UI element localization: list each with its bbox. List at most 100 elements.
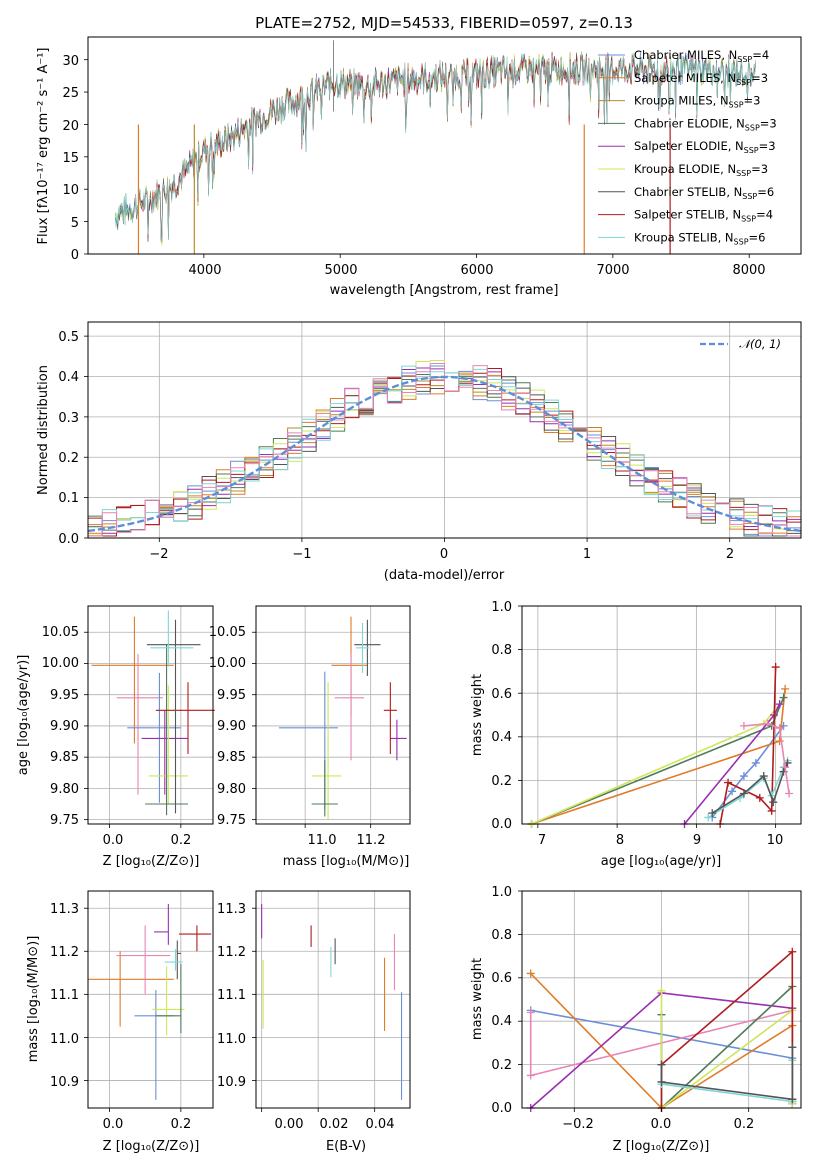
mass-ebv-axes bbox=[255, 890, 411, 1109]
weight-age-marker-salp_elodie bbox=[775, 700, 784, 709]
weight-age-marker-chab_stelib bbox=[769, 798, 778, 807]
age-z-ylabel: age [log₁₀(age/yr)] bbox=[16, 655, 31, 776]
weight-age-marker-krou_stelib bbox=[704, 813, 713, 822]
weight-z-ytick: 0.2 bbox=[491, 1058, 512, 1073]
mass-z-ytick: 11.3 bbox=[50, 902, 79, 917]
mass-z-ytick: 11.2 bbox=[50, 945, 79, 960]
weight-age-xtick: 7 bbox=[538, 833, 546, 848]
legend-label-sub: SSP bbox=[736, 78, 751, 87]
mass-ebv-xtick: 0.04 bbox=[366, 1117, 395, 1132]
residual-yticks: 0.0 0.1 0.2 0.3 0.4 0.5 bbox=[58, 330, 79, 547]
mass-ebv-ytick: 11.0 bbox=[217, 1032, 246, 1047]
legend-label-tail: =3 bbox=[751, 71, 768, 85]
mass-z-ylabel: mass [log₁₀(M/M⊙)] bbox=[26, 936, 41, 1063]
weight-age-marker-pink bbox=[739, 721, 748, 730]
age-z-ytick: 9.80 bbox=[50, 782, 79, 797]
weight-age-plot bbox=[518, 605, 801, 828]
legend-label-salp_stelib: Salpeter STELIB, NSSP=4 bbox=[634, 208, 773, 224]
weight-age-marker-pink bbox=[763, 719, 772, 728]
age-z-plot bbox=[84, 606, 215, 828]
weight-age-xtick: 8 bbox=[616, 833, 624, 848]
weight-z-ytick: 0.4 bbox=[491, 1014, 512, 1029]
residual-ylabel: Normed distribution bbox=[36, 365, 51, 495]
mass-z-ytick: 11.0 bbox=[50, 1032, 79, 1047]
weight-age-marker-chab_stelib bbox=[739, 789, 748, 798]
legend-label-base: Chabrier ELODIE, N bbox=[634, 116, 745, 130]
legend-label-sub: SSP bbox=[736, 169, 751, 178]
legend-label-tail: =6 bbox=[749, 230, 766, 244]
legend-label-sub: SSP bbox=[737, 55, 752, 64]
weight-z-ytick: 0.0 bbox=[491, 1101, 512, 1116]
weight-age-ytick: 0.2 bbox=[491, 774, 512, 789]
weight-z-xlabel: Z [log₁₀(Z/Z⊙)] bbox=[613, 1139, 710, 1154]
legend-label-base: Salpeter MILES, N bbox=[634, 71, 736, 85]
legend-label-krou_stelib: Kroupa STELIB, NSSP=6 bbox=[634, 230, 765, 246]
spectrum-ytick: 5 bbox=[71, 216, 79, 231]
legend-label-sub: SSP bbox=[744, 146, 759, 155]
age-mass-ytick: 9.80 bbox=[217, 782, 246, 797]
weight-z-yticks: 0.0 0.2 0.4 0.6 0.8 1.0 bbox=[491, 885, 512, 1116]
weight-age-marker-salp_miles bbox=[781, 684, 790, 693]
weight-age-axes bbox=[521, 605, 802, 825]
age-mass-ytick: 9.90 bbox=[217, 719, 246, 734]
legend-label-base: Chabrier MILES, N bbox=[634, 48, 737, 62]
weight-age-xtick: 9 bbox=[693, 833, 701, 848]
weight-age-marker-chab_miles bbox=[728, 787, 737, 796]
mass-z-xtick: 0.2 bbox=[171, 1117, 192, 1132]
weight-age-marker-chab_stelib bbox=[708, 809, 717, 818]
weight-age-ytick: 0.6 bbox=[491, 687, 512, 702]
residual-ytick: 0.4 bbox=[58, 370, 79, 385]
residual-axes bbox=[87, 321, 802, 539]
weight-age-line-salp_miles bbox=[531, 688, 786, 825]
spectrum-title: PLATE=2752, MJD=54533, FIBERID=0597, z=0… bbox=[255, 14, 633, 32]
weight-z-marker-chab_stelib bbox=[788, 1043, 797, 1052]
age-z-xtick: 0.0 bbox=[103, 833, 124, 848]
legend-label-chab_stelib: Chabrier STELIB, NSSP=6 bbox=[634, 185, 774, 201]
age-mass-xtick: 11.2 bbox=[357, 833, 386, 848]
weight-age-marker-chab_miles bbox=[751, 758, 760, 767]
weight-age-line-chab_stelib bbox=[711, 762, 789, 814]
weight-age-marker-salp_miles bbox=[775, 737, 784, 746]
spectrum-axes bbox=[87, 36, 802, 255]
residual-xtick: −1 bbox=[292, 547, 311, 562]
gaussian-curve bbox=[87, 375, 802, 533]
weight-z-marker-chab_stelib bbox=[657, 1060, 666, 1069]
weight-z-axes bbox=[521, 890, 802, 1109]
spectrum-ytick: 15 bbox=[62, 151, 79, 166]
weight-age-marker-salp_stelib bbox=[767, 806, 776, 815]
age-z-ytick: 9.85 bbox=[50, 750, 79, 765]
age-mass-axes bbox=[255, 605, 411, 825]
spectrum-ytick: 10 bbox=[62, 183, 79, 198]
spectrum-xtick: 7000 bbox=[596, 263, 629, 278]
mass-ebv-ytick: 11.2 bbox=[217, 945, 246, 960]
residual-xtick: 1 bbox=[583, 547, 591, 562]
weight-z-ytick: 0.8 bbox=[491, 928, 512, 943]
weight-age-ylabel: mass weight bbox=[470, 674, 485, 756]
weight-z-marker-krou_elodie bbox=[657, 986, 666, 995]
legend-label-krou_elodie: Kroupa ELODIE, NSSP=3 bbox=[634, 162, 768, 178]
spectrum-ytick: 0 bbox=[71, 248, 79, 263]
age-mass-plot bbox=[252, 606, 410, 828]
weight-age-marker-chab_elodie bbox=[779, 693, 788, 702]
mass-z-xlabel: Z [log₁₀(Z/Z⊙)] bbox=[103, 1139, 200, 1154]
mass-z-ytick: 10.9 bbox=[50, 1075, 79, 1090]
residual-ytick: 0.5 bbox=[58, 330, 79, 345]
age-z-ytick: 9.95 bbox=[50, 688, 79, 703]
age-z-ytick: 10.00 bbox=[42, 656, 79, 671]
legend-label-tail: =6 bbox=[757, 185, 774, 199]
mass-ebv-ytick: 10.9 bbox=[217, 1075, 246, 1090]
age-mass-xtick: 11.0 bbox=[308, 833, 337, 848]
weight-z-xticks: −0.2 0.0 0.2 bbox=[562, 1117, 754, 1132]
weight-z-marker-chab_stelib bbox=[788, 1095, 797, 1104]
mass-ebv-xtick: 0.02 bbox=[320, 1117, 349, 1132]
legend-label-tail: =3 bbox=[744, 94, 761, 108]
legend-label-salp_elodie: Salpeter ELODIE, NSSP=3 bbox=[634, 139, 776, 155]
weight-age-ytick: 1.0 bbox=[491, 600, 512, 615]
age-z-xlabel: Z [log₁₀(Z/Z⊙)] bbox=[103, 854, 200, 869]
legend-label-base: Kroupa MILES, N bbox=[634, 94, 729, 108]
residual-xtick: −2 bbox=[149, 547, 168, 562]
legend-label-krou_miles: Kroupa MILES, NSSP=3 bbox=[634, 94, 760, 110]
weight-z-plot bbox=[518, 890, 801, 1112]
spectrum-xtick: 6000 bbox=[460, 263, 493, 278]
